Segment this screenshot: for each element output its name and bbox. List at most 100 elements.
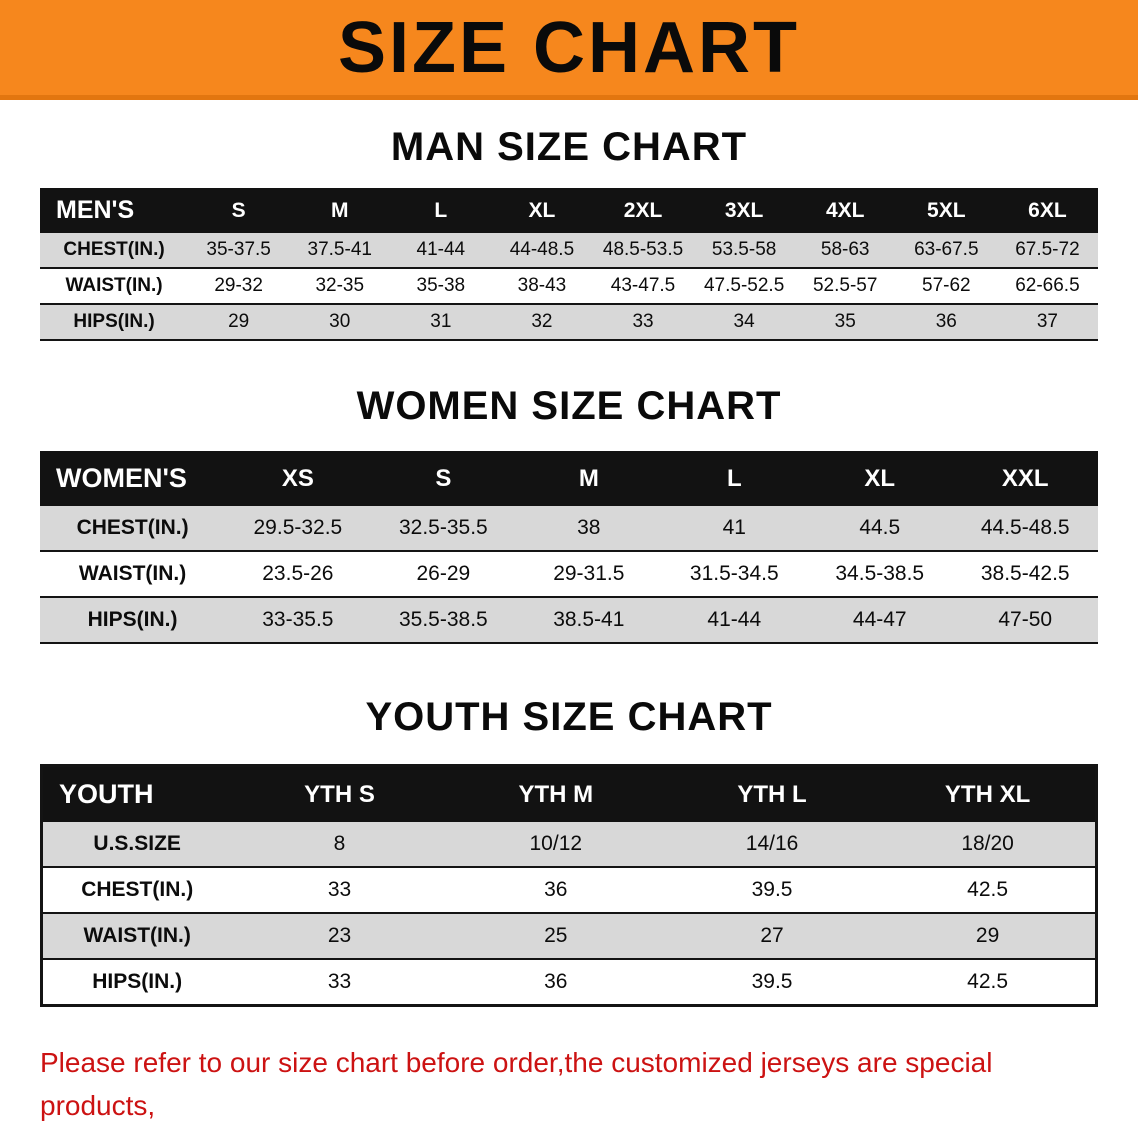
banner: SIZE CHART — [0, 0, 1138, 100]
size-table: YOUTH YTH S YTH M YTH L YTH XL U.S.SIZE 8 10/12… — [40, 764, 1098, 1007]
size-value-cell: 41-44 — [416, 239, 466, 260]
size-value-cell: 23.5-26 — [262, 562, 334, 585]
size-column-header: YTH L — [663, 765, 881, 822]
size-value-cell: 62-66.5 — [1015, 275, 1080, 296]
size-value-cell: 35-38 — [416, 275, 466, 296]
size-value-cell: 48.5-53.5 — [602, 239, 684, 260]
table-row: U.S.SIZE 8 10/12 14/16 18/20 — [41, 822, 1097, 867]
size-value-cell: 10/12 — [529, 832, 583, 855]
section-title: YOUTH SIZE CHART — [365, 695, 773, 739]
size-value-cell: 14/16 — [745, 832, 799, 855]
section-mens: MAN SIZE CHART MEN'S S M L XL 2XL 3XL 4XL 5XL 6XL C… — [0, 126, 1138, 341]
size-value-cell: 67.5-72 — [1015, 239, 1080, 260]
size-value-cell: 32-35 — [315, 275, 365, 296]
section-womens: WOMEN SIZE CHART WOMEN'S XS S M L XL XXL CHEST(I… — [0, 385, 1138, 644]
row-label: CHEST(IN.) — [81, 878, 194, 901]
footer-note-line2: we don't accept cancel, change, teturn o… — [40, 1128, 1102, 1132]
size-charts-container: MAN SIZE CHART MEN'S S M L XL 2XL 3XL 4XL 5XL 6XL C… — [0, 126, 1138, 1007]
size-value-cell: 44.5 — [859, 516, 901, 539]
row-label: HIPS(IN.) — [92, 970, 183, 993]
size-value-cell: 36 — [935, 311, 957, 332]
size-value-cell: 30 — [329, 311, 351, 332]
table-header-row: YOUTH YTH S YTH M YTH L YTH XL — [41, 765, 1097, 822]
size-value-cell: 32.5-35.5 — [398, 516, 488, 539]
size-value-cell: 33 — [327, 878, 352, 901]
table-row: CHEST(IN.) 33 36 39.5 42.5 — [41, 867, 1097, 913]
size-value-cell: 42.5 — [967, 970, 1009, 993]
footer-note: Please refer to our size chart before or… — [40, 1041, 1102, 1132]
size-value-cell: 39.5 — [751, 878, 793, 901]
section-title: MAN SIZE CHART — [390, 125, 748, 169]
row-label: WAIST(IN.) — [78, 562, 187, 585]
size-value-cell: 57-62 — [922, 275, 971, 296]
size-value-cell: 31 — [430, 311, 452, 332]
size-column-header: M — [289, 188, 391, 233]
row-label: WAIST(IN.) — [83, 924, 191, 947]
section-title: WOMEN SIZE CHART — [356, 384, 782, 428]
size-value-cell: 23 — [327, 924, 352, 947]
size-column-header: 3XL — [693, 188, 795, 233]
table-header-row: MEN'S S M L XL 2XL 3XL 4XL 5XL 6XL — [40, 188, 1098, 233]
size-table: MEN'S S M L XL 2XL 3XL 4XL 5XL 6XL CHEST(IN.) 35-37… — [40, 188, 1098, 341]
size-value-cell: 37.5-41 — [307, 239, 372, 260]
size-value-cell: 38.5-41 — [553, 608, 625, 631]
size-column-header: XL — [807, 451, 953, 506]
size-value-cell: 44-48.5 — [509, 239, 575, 260]
size-column-header: 5XL — [895, 188, 997, 233]
size-value-cell: 44.5-48.5 — [980, 516, 1070, 539]
size-column-header: S — [188, 188, 290, 233]
size-value-cell: 43-47.5 — [610, 275, 676, 296]
size-value-cell: 39.5 — [751, 970, 793, 993]
table-row: HIPS(IN.) 33 36 39.5 42.5 — [41, 959, 1097, 1006]
table-row: HIPS(IN.) 29 30 31 32 33 34 35 36 37 — [40, 304, 1098, 340]
size-value-cell: 38-43 — [517, 275, 567, 296]
size-value-cell: 29 — [228, 311, 250, 332]
size-value-cell: 8 — [333, 832, 346, 855]
size-table: WOMEN'S XS S M L XL XXL CHEST(IN.) 29.5-32.5 32.5… — [40, 451, 1098, 644]
size-value-cell: 41-44 — [707, 608, 762, 631]
size-value-cell: 33 — [327, 970, 352, 993]
section-youth: YOUTH SIZE CHART YOUTH YTH S YTH M YTH L YTH … — [0, 696, 1138, 1007]
size-column-header: 6XL — [996, 188, 1098, 233]
size-column-header: S — [370, 451, 517, 506]
size-value-cell: 36 — [544, 878, 568, 901]
size-value-cell: 47.5-52.5 — [703, 275, 785, 296]
row-label: HIPS(IN.) — [87, 608, 178, 631]
size-value-cell: 29.5-32.5 — [253, 516, 343, 539]
size-value-cell: 29-32 — [214, 275, 263, 296]
table-row: CHEST(IN.) 35-37.5 37.5-41 41-44 44-48.5 48.5… — [40, 233, 1098, 268]
size-value-cell: 25 — [544, 924, 568, 947]
size-value-cell: 18/20 — [961, 832, 1014, 855]
size-value-cell: 34.5-38.5 — [835, 562, 925, 585]
size-value-cell: 42.5 — [967, 878, 1009, 901]
size-value-cell: 34 — [733, 311, 755, 332]
row-label: HIPS(IN.) — [73, 311, 155, 332]
size-column-header: L — [390, 188, 492, 233]
table-corner-label: WOMEN'S — [40, 451, 226, 506]
table-row: WAIST(IN.) 23 25 27 29 — [41, 913, 1097, 959]
size-value-cell: 32 — [531, 311, 553, 332]
table-row: CHEST(IN.) 29.5-32.5 32.5-35.5 38 41 44.5 44.5… — [40, 506, 1098, 551]
size-column-header: XXL — [952, 451, 1098, 506]
row-label: CHEST(IN.) — [63, 239, 165, 260]
size-value-cell: 31.5-34.5 — [689, 562, 779, 585]
size-value-cell: 38.5-42.5 — [980, 562, 1070, 585]
row-label: WAIST(IN.) — [65, 275, 163, 296]
size-value-cell: 53.5-58 — [711, 239, 777, 260]
size-column-header: YTH XL — [880, 765, 1097, 822]
table-header-row: WOMEN'S XS S M L XL XXL — [40, 451, 1098, 506]
size-value-cell: 44-47 — [852, 608, 907, 631]
table-corner-label: YOUTH — [41, 765, 232, 822]
size-value-cell: 38 — [577, 516, 601, 539]
size-column-header: YTH S — [231, 765, 448, 822]
size-value-cell: 29-31.5 — [553, 562, 625, 585]
size-value-cell: 37 — [1036, 311, 1058, 332]
size-column-header: 4XL — [794, 188, 896, 233]
size-value-cell: 52.5-57 — [812, 275, 878, 296]
footer-note-line1: Please refer to our size chart before or… — [40, 1047, 993, 1122]
table-row: HIPS(IN.) 33-35.5 35.5-38.5 38.5-41 41-44 44-… — [40, 597, 1098, 643]
size-value-cell: 41 — [722, 516, 746, 539]
size-value-cell: 58-63 — [820, 239, 870, 260]
size-value-cell: 35 — [834, 311, 856, 332]
table-row: WAIST(IN.) 23.5-26 26-29 29-31.5 31.5-34.5 34… — [40, 551, 1098, 597]
